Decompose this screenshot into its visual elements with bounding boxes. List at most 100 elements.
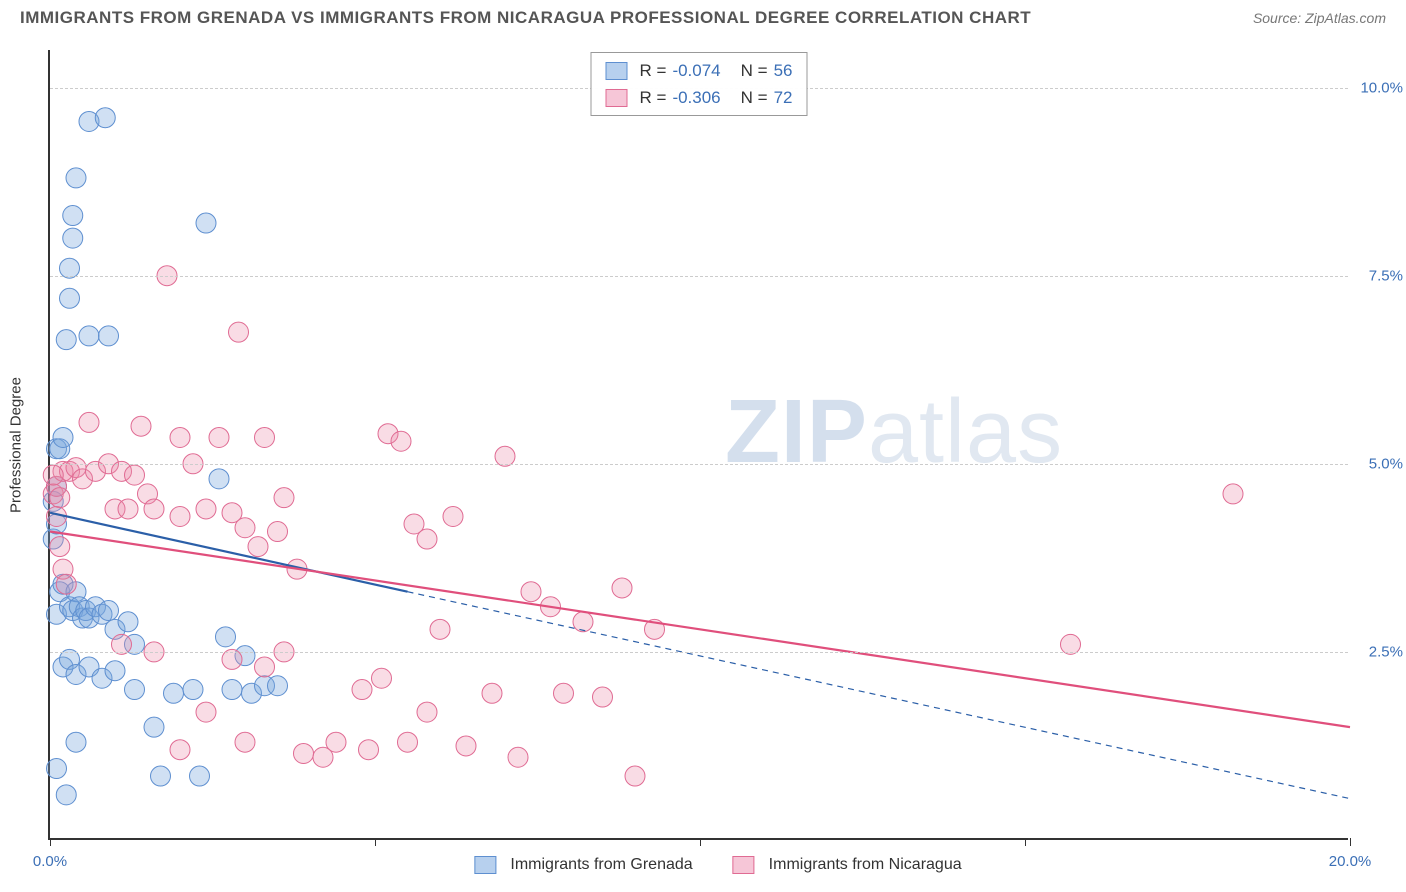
scatter-point-nicaragua [43,465,63,485]
series-swatch-nicaragua [733,856,755,874]
x-tick-mark [1350,838,1351,846]
scatter-point-grenada [95,108,115,128]
scatter-point-nicaragua [443,506,463,526]
scatter-point-nicaragua [625,766,645,786]
scatter-point-nicaragua [170,740,190,760]
scatter-point-grenada [99,601,119,621]
x-tick-label: 20.0% [1329,853,1372,870]
scatter-point-grenada [47,759,67,779]
scatter-point-nicaragua [125,465,145,485]
legend-row-grenada: R = -0.074 N = 56 [606,57,793,84]
scatter-point-nicaragua [170,506,190,526]
legend-r-label: R = [640,84,667,111]
scatter-point-grenada [118,612,138,632]
scatter-point-grenada [125,680,145,700]
scatter-point-nicaragua [255,427,275,447]
scatter-point-nicaragua [430,619,450,639]
series-legend: Immigrants from Grenada Immigrants from N… [474,856,961,874]
scatter-point-nicaragua [508,747,528,767]
x-tick-mark [375,838,376,846]
scatter-point-nicaragua [79,412,99,432]
scatter-point-nicaragua [196,499,216,519]
legend-swatch-grenada [606,62,628,80]
y-tick-label: 7.5% [1369,267,1403,284]
legend-n-label: N = [741,84,768,111]
scatter-point-nicaragua [131,416,151,436]
scatter-point-nicaragua [359,740,379,760]
series-name: Immigrants from Grenada [510,856,692,874]
scatter-point-nicaragua [398,732,418,752]
scatter-point-nicaragua [521,582,541,602]
legend-r-value: -0.074 [672,57,720,84]
scatter-point-grenada [79,326,99,346]
scatter-point-nicaragua [255,657,275,677]
scatter-point-grenada [63,206,83,226]
scatter-point-nicaragua [1223,484,1243,504]
scatter-point-nicaragua [612,578,632,598]
y-tick-label: 10.0% [1360,79,1403,96]
scatter-point-grenada [66,168,86,188]
scatter-point-grenada [56,330,76,350]
scatter-point-nicaragua [554,683,574,703]
x-tick-mark [700,838,701,846]
correlation-legend: R = -0.074 N = 56 R = -0.306 N = 72 [591,52,808,116]
scatter-point-nicaragua [294,743,314,763]
x-tick-label: 0.0% [33,853,67,870]
x-tick-mark [50,838,51,846]
legend-r-label: R = [640,57,667,84]
scatter-point-nicaragua [417,529,437,549]
scatter-point-nicaragua [196,702,216,722]
gridline-h [50,276,1348,277]
series-legend-item-grenada: Immigrants from Grenada [474,856,692,874]
scatter-point-nicaragua [391,431,411,451]
scatter-point-grenada [190,766,210,786]
y-tick-label: 2.5% [1369,643,1403,660]
scatter-point-nicaragua [229,322,249,342]
chart-title: IMMIGRANTS FROM GRENADA VS IMMIGRANTS FR… [20,8,1031,28]
scatter-point-nicaragua [274,488,294,508]
trend-line-grenada [50,513,408,592]
scatter-point-nicaragua [268,522,288,542]
chart-header: IMMIGRANTS FROM GRENADA VS IMMIGRANTS FR… [0,0,1406,28]
scatter-point-nicaragua [144,499,164,519]
scatter-point-nicaragua [50,488,70,508]
scatter-point-nicaragua [235,518,255,538]
scatter-point-grenada [144,717,164,737]
scatter-point-grenada [268,676,288,696]
legend-n-value: 56 [774,57,793,84]
scatter-point-nicaragua [235,732,255,752]
x-tick-mark [1025,838,1026,846]
scatter-point-nicaragua [456,736,476,756]
scatter-point-nicaragua [593,687,613,707]
scatter-point-nicaragua [372,668,392,688]
scatter-point-nicaragua [248,537,268,557]
legend-n-value: 72 [774,84,793,111]
scatter-point-grenada [216,627,236,647]
scatter-svg [50,50,1348,838]
scatter-point-grenada [196,213,216,233]
scatter-point-grenada [66,732,86,752]
scatter-point-grenada [183,680,203,700]
scatter-point-nicaragua [482,683,502,703]
legend-r-value: -0.306 [672,84,720,111]
scatter-point-grenada [105,661,125,681]
scatter-point-grenada [63,228,83,248]
scatter-point-grenada [222,680,242,700]
legend-swatch-nicaragua [606,89,628,107]
scatter-point-grenada [209,469,229,489]
plot-area: ZIPatlas R = -0.074N = 56R = -0.306N = 7… [48,50,1348,840]
scatter-point-grenada [164,683,184,703]
chart-container: Professional Degree ZIPatlas R = -0.074N… [48,50,1388,840]
scatter-point-nicaragua [170,427,190,447]
scatter-point-grenada [60,288,80,308]
series-legend-item-nicaragua: Immigrants from Nicaragua [733,856,962,874]
scatter-point-grenada [53,427,73,447]
series-name: Immigrants from Nicaragua [769,856,962,874]
series-swatch-grenada [474,856,496,874]
scatter-point-grenada [151,766,171,786]
scatter-point-grenada [56,785,76,805]
scatter-point-nicaragua [209,427,229,447]
y-axis-label: Professional Degree [8,377,25,513]
legend-n-label: N = [741,57,768,84]
legend-row-nicaragua: R = -0.306 N = 72 [606,84,793,111]
